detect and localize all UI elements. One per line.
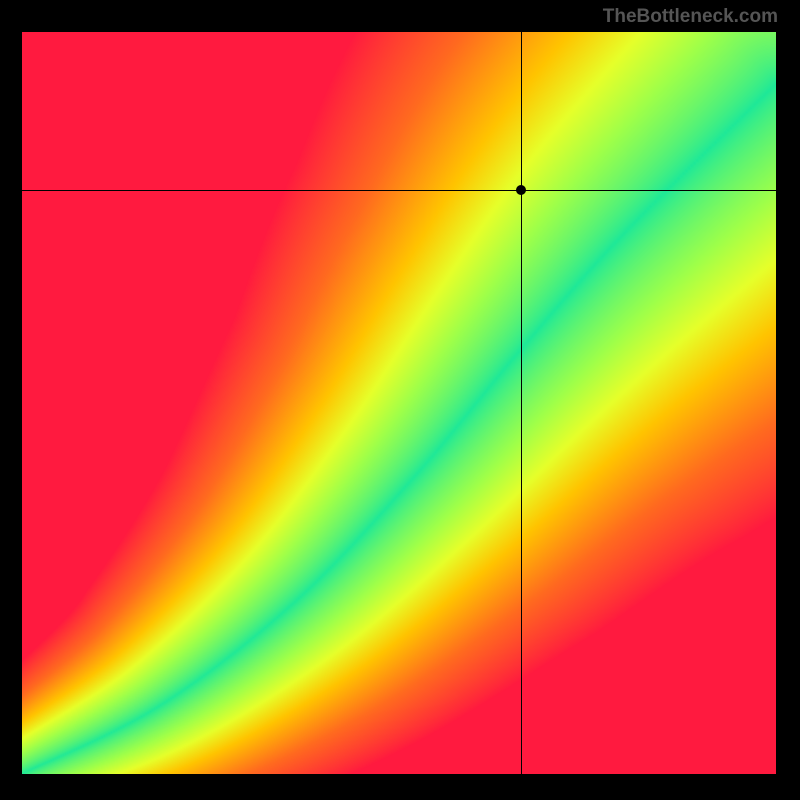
heatmap-canvas	[22, 32, 776, 774]
crosshair-marker-dot	[516, 185, 526, 195]
crosshair-vertical	[521, 32, 522, 774]
watermark-text: TheBottleneck.com	[603, 6, 778, 28]
heatmap-chart	[22, 32, 776, 774]
crosshair-horizontal	[22, 190, 776, 191]
